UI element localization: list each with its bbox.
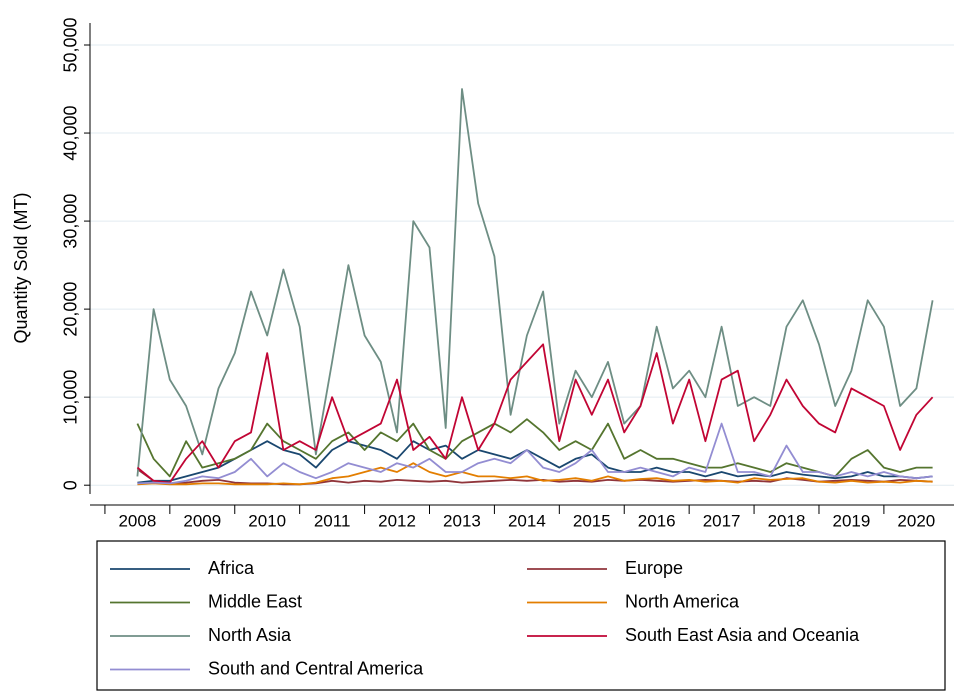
x-tick-label: 2018 xyxy=(768,511,806,530)
series-line xyxy=(137,462,933,486)
x-tick-label: 2014 xyxy=(508,511,546,530)
x-tick-label: 2009 xyxy=(183,511,221,530)
y-tick-label: 50,000 xyxy=(61,17,81,72)
y-tick-label: 10,000 xyxy=(61,370,81,425)
legend-label: Africa xyxy=(208,558,255,578)
legend-label: South and Central America xyxy=(208,658,424,678)
y-axis-title: Quantity Sold (MT) xyxy=(11,192,31,343)
y-tick-label: 20,000 xyxy=(61,282,81,337)
x-tick-label: 2017 xyxy=(703,511,741,530)
y-tick-label: 40,000 xyxy=(61,106,81,161)
series-line xyxy=(136,343,934,484)
legend-label: Europe xyxy=(625,558,683,578)
x-tick-label: 2016 xyxy=(638,511,676,530)
series-line xyxy=(137,422,933,485)
x-tick-label: 2012 xyxy=(378,511,416,530)
series-line xyxy=(137,440,933,484)
legend-label: South East Asia and Oceania xyxy=(625,625,860,645)
legend-box xyxy=(96,540,946,691)
legend-label: Middle East xyxy=(208,591,302,611)
x-tick-label: 2008 xyxy=(118,511,156,530)
x-tick-label: 2013 xyxy=(443,511,481,530)
x-tick-label: 2015 xyxy=(573,511,611,530)
x-tick-label: 2011 xyxy=(314,511,351,530)
x-tick-label: 2020 xyxy=(897,511,935,530)
x-tick-label: 2010 xyxy=(248,511,286,530)
y-tick-label: 0 xyxy=(61,480,81,490)
legend-label: North Asia xyxy=(208,625,292,645)
y-tick-label: 30,000 xyxy=(61,194,81,249)
legend-label: North America xyxy=(625,591,740,611)
x-tick-label: 2019 xyxy=(833,511,871,530)
series-line xyxy=(136,88,934,477)
